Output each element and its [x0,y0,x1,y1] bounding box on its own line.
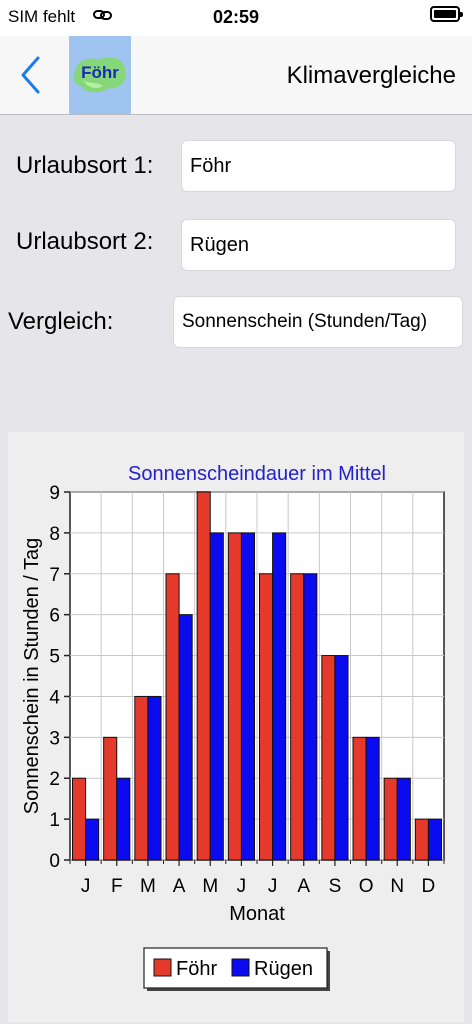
bar-ruegen [147,695,162,861]
bar-foehr [290,573,305,861]
place1-label: Urlaubsort 1: [16,152,154,179]
place2-label: Urlaubsort 2: [16,228,154,255]
x-tick-label: A [173,876,186,897]
x-tick-label: A [297,876,310,897]
y-tick-label: 1 [49,810,60,831]
x-tick-label: J [81,876,91,897]
bar-ruegen [365,736,380,861]
y-tick-label: 9 [49,483,60,504]
bar-foehr [134,695,149,861]
bar-ruegen [116,777,131,861]
link-icon [93,10,112,20]
place1-field[interactable]: Föhr [181,140,456,192]
back-chevron-icon[interactable] [16,54,50,96]
bar-foehr [414,818,429,861]
bar-foehr [196,491,211,861]
bar-foehr [165,573,180,861]
y-tick-label: 4 [49,687,60,708]
battery-icon [430,6,463,22]
y-tick-label: 0 [49,851,60,872]
x-axis-label: Monat [229,903,285,925]
bar-foehr [352,736,367,861]
bar-ruegen [396,777,411,861]
navigation-bar: Föhr Klimavergleiche [0,36,472,115]
bar-foehr [383,777,398,861]
logo-label: Föhr [81,63,119,82]
bar-ruegen [272,532,287,861]
x-tick-label: S [329,876,342,897]
legend-label-foehr: Föhr [176,958,217,980]
bar-ruegen [334,655,349,861]
y-tick-label: 2 [49,769,60,790]
bar-foehr [71,777,87,861]
x-tick-label: J [268,876,278,897]
comparison-form: Urlaubsort 1: Föhr Urlaubsort 2: Rügen V… [8,124,464,424]
x-tick-label: O [359,876,374,897]
carrier-label: SIM fehlt [8,7,76,26]
status-bar: SIM fehlt 02:59 [0,0,472,36]
bar-ruegen [427,818,443,861]
x-tick-label: M [140,876,156,897]
bar-ruegen [303,573,318,861]
clock: 02:59 [212,7,260,27]
place2-field[interactable]: Rügen [181,219,456,271]
bar-ruegen [178,614,193,861]
bar-ruegen [209,532,224,861]
chart-panel: 0 1 2 3 4 5 6 7 8 9 J F M A M J J A S O N D Sonnenscheindauer … [8,432,464,1022]
bar-ruegen [85,818,100,861]
x-tick-label: M [202,876,218,897]
bar-foehr [258,573,274,861]
island-shape-icon [73,57,126,93]
bar-foehr [227,532,242,861]
x-tick-label: F [111,876,123,897]
chart-title: Sonnenscheindauer im Mittel [128,463,386,485]
legend-swatch-ruegen [231,958,250,977]
island-logo: Föhr [69,36,131,114]
compare-select[interactable]: Sonnenschein (Stunden/Tag) [173,296,463,348]
bar-foehr [321,655,336,861]
y-tick-label: 8 [49,524,60,545]
x-tick-label: N [390,876,404,897]
y-tick-label: 6 [49,606,60,627]
bar-ruegen [240,532,256,861]
compare-label: Vergleich: [8,308,114,335]
legend-swatch-foehr [153,958,172,977]
bar-foehr [103,736,118,861]
page-title: Klimavergleiche [286,62,456,89]
y-axis-label: Sonnenschein in Stunden / Tag [21,538,43,815]
legend-label-ruegen: Rügen [254,958,313,980]
x-tick-label: D [422,876,436,897]
y-tick-label: 3 [49,728,60,749]
y-tick-label: 7 [49,565,60,586]
y-tick-label: 5 [49,647,60,668]
x-tick-label: J [237,876,247,897]
